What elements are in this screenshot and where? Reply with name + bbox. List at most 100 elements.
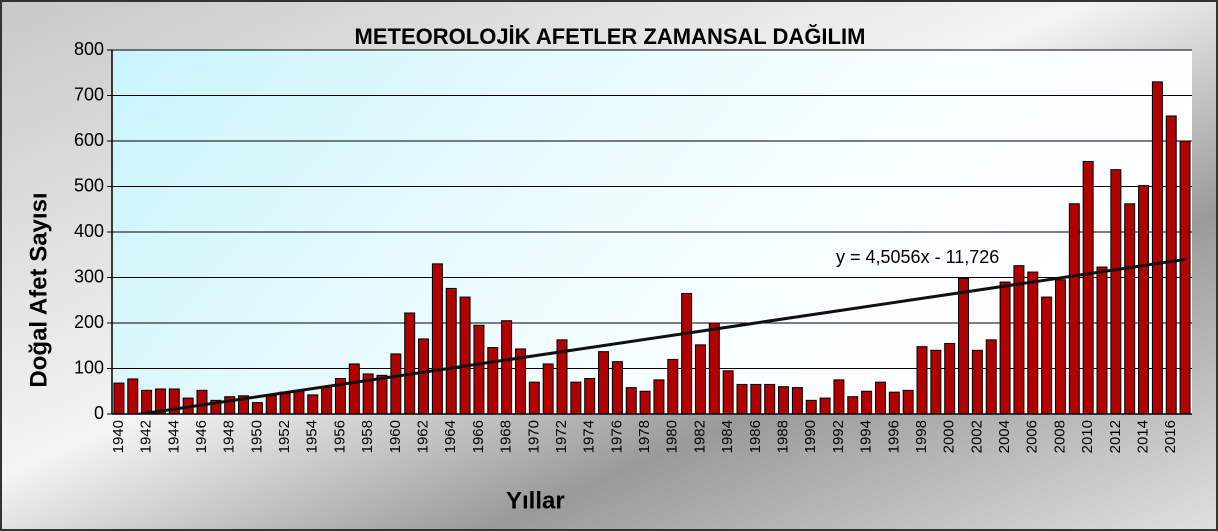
bar	[1082, 160, 1094, 415]
y-tick-label: 0	[94, 403, 104, 423]
bar	[404, 312, 416, 415]
bar	[1068, 203, 1080, 415]
x-tick-label: 1948	[221, 420, 238, 453]
bar	[307, 394, 319, 415]
bar	[1054, 279, 1066, 415]
x-tick-label: 1996	[885, 420, 902, 453]
x-tick-label: 1956	[331, 420, 348, 453]
bar	[459, 296, 471, 415]
x-tick-label: 1986	[747, 420, 764, 453]
bar	[348, 363, 360, 415]
x-tick-label: 1944	[165, 420, 182, 453]
bar	[127, 378, 139, 415]
bar	[736, 383, 748, 415]
y-tick-label: 400	[74, 221, 104, 241]
bar	[985, 339, 997, 415]
bar	[542, 363, 554, 415]
x-tick-label: 1968	[498, 420, 515, 453]
bar	[1041, 296, 1053, 415]
bar	[445, 287, 457, 415]
bar	[805, 399, 817, 415]
bar	[528, 381, 540, 415]
x-tick-label: 1980	[664, 420, 681, 453]
x-tick-label: 1960	[387, 420, 404, 453]
bar	[750, 383, 762, 415]
x-tick-label: 1992	[830, 420, 847, 453]
bar	[681, 292, 693, 415]
trendline	[130, 257, 1186, 414]
bar	[944, 342, 956, 415]
y-tick-label: 500	[74, 175, 104, 195]
bar	[598, 351, 610, 415]
x-tick-label: 1990	[802, 420, 819, 453]
x-tick-label: 1988	[775, 420, 792, 453]
bar	[791, 387, 803, 415]
x-tick-label: 1962	[415, 420, 432, 453]
x-tick-label: 2004	[996, 420, 1013, 453]
bar	[321, 386, 333, 415]
x-tick-label: 1994	[858, 420, 875, 453]
x-tick-label: 1970	[525, 420, 542, 453]
bar	[861, 390, 873, 415]
bar	[639, 390, 651, 415]
x-tick-label: 1942	[138, 420, 155, 453]
bar	[265, 395, 277, 415]
bar	[722, 370, 734, 415]
bar	[667, 358, 679, 415]
bar	[1124, 203, 1136, 415]
bar	[611, 361, 623, 415]
y-tick-label: 200	[74, 312, 104, 332]
chart-title: METEOROLOJİK AFETLER ZAMANSAL DAĞILIM	[355, 24, 866, 49]
bar	[390, 353, 402, 415]
bar	[971, 349, 983, 415]
bar	[431, 263, 443, 415]
bar	[1110, 169, 1122, 415]
x-tick-label: 1966	[470, 420, 487, 453]
x-tick-label: 1940	[110, 420, 127, 453]
bar	[1138, 185, 1150, 415]
y-tick-label: 800	[74, 39, 104, 59]
y-tick-label: 600	[74, 130, 104, 150]
x-tick-label: 2006	[1024, 420, 1041, 453]
bar	[141, 389, 153, 415]
x-tick-label: 1972	[553, 420, 570, 453]
bar	[1179, 140, 1191, 415]
bar	[1013, 265, 1025, 415]
bar	[570, 381, 582, 415]
bar	[833, 379, 845, 415]
x-tick-label: 1976	[608, 420, 625, 453]
x-tick-label: 2010	[1079, 420, 1096, 453]
y-tick-label: 100	[74, 357, 104, 377]
x-tick-label: 1946	[193, 420, 210, 453]
bar	[584, 378, 596, 415]
x-tick-label: 1958	[359, 420, 376, 453]
bar	[251, 402, 263, 415]
bar	[999, 281, 1011, 415]
bar	[279, 391, 291, 415]
x-tick-label: 1982	[691, 420, 708, 453]
bar	[1151, 81, 1163, 415]
bar	[487, 347, 499, 415]
bar	[764, 383, 776, 415]
x-tick-label: 1998	[913, 420, 930, 453]
x-tick-label: 1952	[276, 420, 293, 453]
bar	[778, 386, 790, 415]
bar	[501, 320, 513, 415]
x-tick-label: 1950	[248, 420, 265, 453]
bar	[819, 397, 831, 415]
bar	[874, 381, 886, 415]
bar	[625, 387, 637, 415]
trendline-label: y = 4,5056x - 11,726	[836, 247, 999, 267]
x-tick-label: 1974	[581, 420, 598, 453]
x-tick-label: 2016	[1162, 420, 1179, 453]
x-tick-label: 1964	[442, 420, 459, 453]
bar	[1096, 266, 1108, 415]
bar	[916, 346, 928, 415]
bar	[847, 396, 859, 415]
x-tick-label: 1954	[304, 420, 321, 453]
bar	[888, 391, 900, 415]
x-tick-label: 2008	[1051, 420, 1068, 453]
y-axis-title: Doğal Afet Sayısı	[25, 192, 52, 387]
x-tick-label: 2012	[1107, 420, 1124, 453]
